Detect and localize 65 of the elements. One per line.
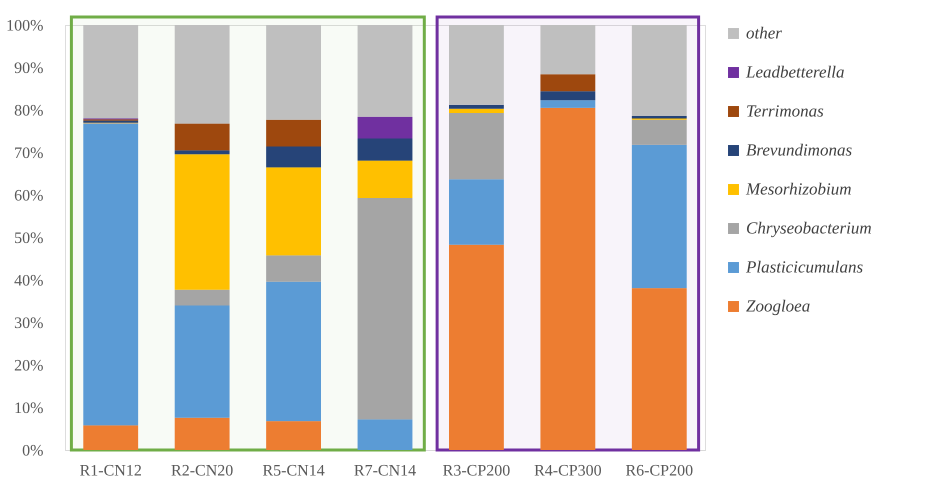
bar (449, 244, 504, 450)
bar (540, 25, 596, 74)
bar (449, 108, 504, 113)
bar (358, 160, 412, 198)
y-tick-label: 90% (14, 60, 44, 77)
legend-label: Zoogloea (746, 296, 810, 316)
bar (449, 112, 504, 180)
bar (632, 25, 687, 116)
x-tick-label: R1-CN12 (80, 462, 142, 477)
bar (358, 116, 412, 138)
legend-label: Chryseobacterium (746, 218, 872, 238)
legend-label: other (746, 24, 782, 42)
bar (632, 144, 687, 288)
y-tick-label: 30% (14, 315, 44, 332)
legend-label: Leadbetterella (745, 62, 845, 82)
bar (83, 425, 138, 450)
bar (266, 255, 321, 282)
bar (83, 124, 138, 426)
bar (540, 108, 596, 450)
bar (540, 91, 596, 100)
x-tick-label: R5-CN14 (262, 462, 325, 477)
y-tick-label: 100% (6, 18, 44, 34)
bar (83, 25, 138, 118)
bar (174, 25, 230, 124)
bar (174, 124, 230, 150)
legend-label: Mesorhizobium (745, 180, 852, 198)
y-tick-label: 80% (14, 102, 44, 120)
y-tick-label: 70% (14, 145, 44, 162)
bar (174, 418, 230, 450)
y-tick-label: 40% (14, 272, 44, 290)
bar (358, 198, 412, 420)
bar (540, 74, 596, 92)
bar (174, 290, 230, 306)
legend-label: Terrimonas (746, 102, 824, 120)
bar (632, 120, 687, 145)
bar (449, 179, 504, 245)
bar (449, 104, 504, 109)
bar (174, 154, 230, 290)
bar (266, 282, 321, 422)
y-tick-label: 20% (14, 358, 44, 374)
x-tick-label: R6-CP200 (625, 462, 694, 477)
bar (449, 25, 504, 105)
legend-label: Brevundimonas (746, 140, 852, 160)
bar (358, 138, 412, 161)
bar (174, 150, 230, 154)
bar (266, 167, 321, 256)
legend-label: Plasticicumulans (745, 258, 864, 276)
y-tick-label: 60% (14, 188, 44, 204)
x-tick-label: R3-CP200 (442, 462, 510, 477)
y-tick-label: 0% (22, 442, 44, 460)
bar (266, 25, 321, 120)
bar (358, 25, 412, 117)
bar (266, 120, 321, 147)
x-tick-label: R7-CN14 (354, 462, 416, 477)
bar (358, 419, 412, 450)
x-tick-label: R4-CP300 (534, 462, 602, 477)
y-tick-label: 10% (14, 400, 44, 417)
y-tick-label: 50% (14, 230, 44, 247)
bar (540, 100, 596, 108)
bar (632, 116, 687, 118)
bar (632, 288, 687, 450)
x-tick-label: R2-CN20 (171, 462, 234, 477)
bar (266, 146, 321, 168)
bar (266, 421, 321, 450)
bar (174, 306, 230, 418)
